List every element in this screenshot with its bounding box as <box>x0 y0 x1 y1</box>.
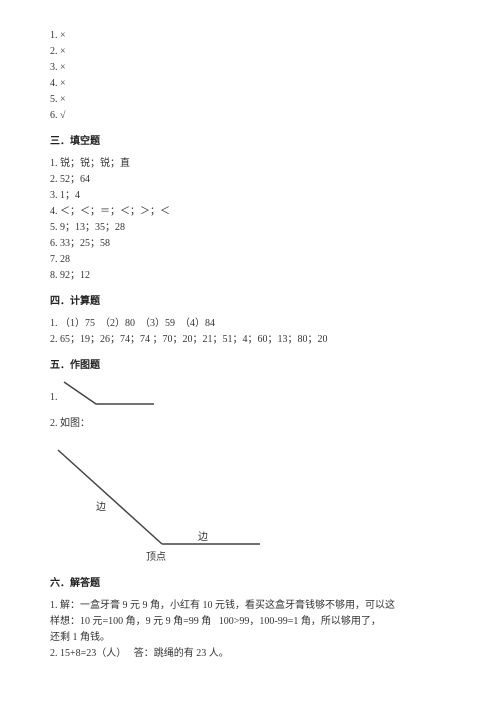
section6-line: 样想：10 元=100 角，9 元 9 角=99 角 100>99，100-99… <box>50 614 450 630</box>
section3-line: 6. 33；25；58 <box>50 236 450 252</box>
section5-heading: 五．作图题 <box>50 358 450 374</box>
section5-item2-label: 2. 如图： <box>50 416 450 432</box>
tf-item: 2. × <box>50 44 450 60</box>
section3-line: 8. 92；12 <box>50 268 450 284</box>
section-tf-list: 1. ×2. ×3. ×4. ×5. ×6. √ <box>50 28 450 124</box>
section6-line: 1. 解：一盒牙膏 9 元 9 角，小红有 10 元钱，看买这盒牙膏钱够不够用，… <box>50 598 450 614</box>
angle-1-path <box>64 382 154 404</box>
section6-line: 还剩 1 角钱。 <box>50 630 450 646</box>
section6-lines: 1. 解：一盒牙膏 9 元 9 角，小红有 10 元钱，看买这盒牙膏钱够不够用，… <box>50 598 450 662</box>
angle-figure-1 <box>58 380 158 414</box>
section5-item1-prefix: 1. <box>50 380 58 406</box>
section3-lines: 1. 锐；锐；锐；直2. 52；643. 1；44. ＜；＜；＝；＜；＞；＜5.… <box>50 156 450 284</box>
section4-heading: 四．计算题 <box>50 294 450 310</box>
section4-lines: 1. （1）75 （2）80 （3）59 （4）842. 65；19；26；74… <box>50 316 450 348</box>
section4-line: 2. 65；19；26；74；74 ；70；20；21；51；4；60；13；8… <box>50 332 450 348</box>
tf-item: 5. × <box>50 92 450 108</box>
section3-line: 3. 1；4 <box>50 188 450 204</box>
angle-figure-2: 边顶点 边 <box>50 436 280 566</box>
section5-item1-row: 1. <box>50 380 450 414</box>
section4-line: 1. （1）75 （2）80 （3）59 （4）84 <box>50 316 450 332</box>
section6-line: 2. 15+8=23（人） 答：跳绳的有 23 人。 <box>50 646 450 662</box>
tf-item: 6. √ <box>50 108 450 124</box>
section3-line: 7. 28 <box>50 252 450 268</box>
section5-item2-figure-wrap: 边顶点 边 <box>50 436 450 566</box>
section3-heading: 三．填空题 <box>50 134 450 150</box>
tf-item: 1. × <box>50 28 450 44</box>
section3-line: 5. 9；13；35；28 <box>50 220 450 236</box>
angle-2-label-side2: 边 <box>198 531 208 543</box>
section3-line: 1. 锐；锐；锐；直 <box>50 156 450 172</box>
section3-line: 4. ＜；＜；＝；＜；＞；＜ <box>50 204 450 220</box>
section6-heading: 六．解答题 <box>50 576 450 592</box>
angle-2-label-side1: 边 <box>96 501 106 513</box>
tf-item: 3. × <box>50 60 450 76</box>
angle-2-side-1 <box>58 450 162 544</box>
angle-2-label-vertex: 顶点 <box>146 551 166 563</box>
tf-item: 4. × <box>50 76 450 92</box>
section3-line: 2. 52；64 <box>50 172 450 188</box>
